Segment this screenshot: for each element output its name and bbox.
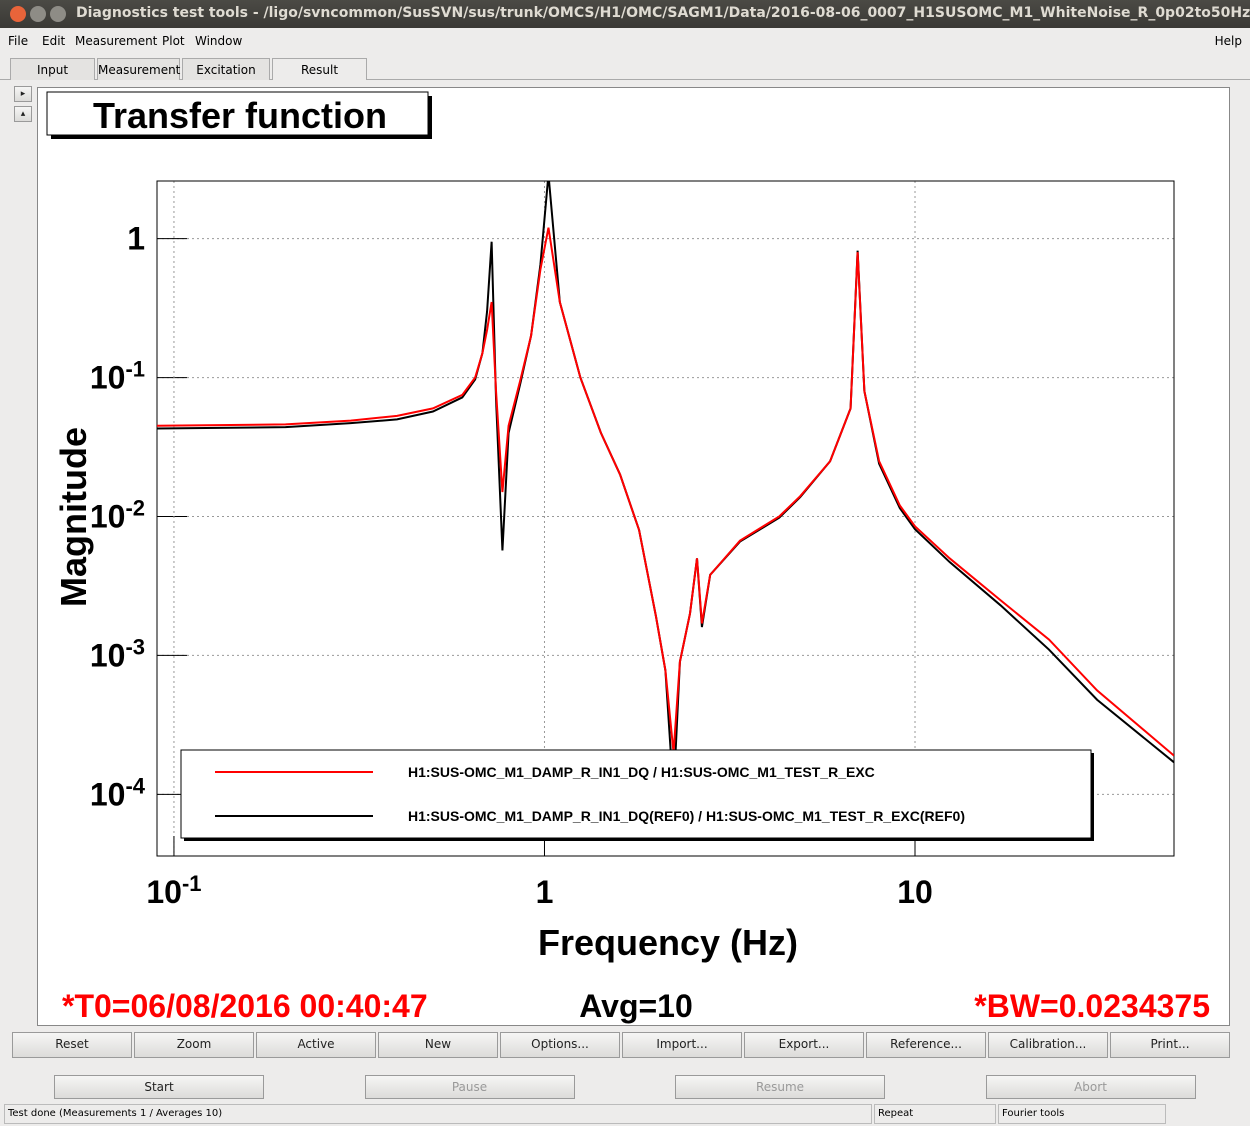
tab[interactable]: Excitation [182, 58, 270, 80]
button[interactable]: Options... [500, 1032, 620, 1058]
title-bar: Diagnostics test tools - /ligo/svncommon… [0, 0, 1250, 28]
button[interactable]: Import... [622, 1032, 742, 1058]
x-tick-label: 10 [897, 874, 933, 910]
y-tick-label: 1 [127, 221, 145, 257]
minimize-button[interactable] [30, 6, 46, 22]
menu-item[interactable]: Plot [162, 34, 185, 48]
tick-exponent: -3 [125, 634, 145, 659]
tick-exponent: -4 [125, 773, 145, 798]
x-axis-label: Frequency (Hz) [538, 922, 798, 963]
tick-base: 10 [90, 360, 126, 396]
button[interactable]: Resume [675, 1075, 885, 1099]
y-axis-label: Magnitude [53, 427, 94, 607]
button[interactable]: Reference... [866, 1032, 986, 1058]
y-tick-label: 10-4 [90, 773, 146, 812]
status-bar: Test done (Measurements 1 / Averages 10)… [0, 1104, 1250, 1124]
button[interactable]: Calibration... [988, 1032, 1108, 1058]
legend-label: H1:SUS-OMC_M1_DAMP_R_IN1_DQ / H1:SUS-OMC… [408, 764, 875, 780]
scroll-down[interactable]: ▴ [14, 106, 32, 122]
tab[interactable]: Result [272, 58, 367, 80]
bw-label: *BW=0.0234375 [974, 988, 1210, 1024]
menu-item[interactable]: Measurement [75, 34, 158, 48]
plot-title: Transfer function [93, 95, 387, 136]
button[interactable]: Zoom [134, 1032, 254, 1058]
button[interactable]: Active [256, 1032, 376, 1058]
button[interactable]: Export... [744, 1032, 864, 1058]
menu-item[interactable]: Edit [42, 34, 66, 48]
button[interactable]: Print... [1110, 1032, 1230, 1058]
button[interactable]: Start [54, 1075, 264, 1099]
tick-base: 10 [90, 499, 126, 535]
status-pane: Repeat [874, 1104, 996, 1124]
tab[interactable]: Input [10, 58, 95, 80]
x-tick-label: 10-1 [146, 871, 201, 910]
tick-exponent: -1 [182, 871, 202, 896]
tick-base: 10 [90, 776, 126, 812]
t0-label: *T0=06/08/2016 00:40:47 [62, 988, 428, 1024]
status-pane: Test done (Measurements 1 / Averages 10) [4, 1104, 872, 1124]
tab[interactable]: Measurement [97, 58, 180, 80]
button[interactable]: Abort [985, 1075, 1196, 1099]
button[interactable]: New [378, 1032, 498, 1058]
y-tick-label: 10-2 [90, 496, 145, 535]
tick-base: 10 [146, 874, 182, 910]
plot-frame [156, 180, 1175, 857]
window-title: Diagnostics test tools - /ligo/svncommon… [76, 5, 1250, 21]
y-tick-label: 10-3 [90, 634, 145, 673]
legend-label: H1:SUS-OMC_M1_DAMP_R_IN1_DQ(REF0) / H1:S… [408, 808, 965, 824]
menu-item[interactable]: Help [1214, 34, 1242, 48]
legend [180, 749, 1092, 839]
tick-exponent: -1 [125, 357, 145, 382]
title-box [46, 91, 429, 136]
status-pane: Fourier tools [998, 1104, 1166, 1124]
avg-label: Avg=10 [579, 988, 693, 1024]
plot-canvas [37, 87, 1230, 1026]
button[interactable]: Pause [364, 1075, 575, 1099]
series-line [157, 181, 1174, 795]
y-tick-label: 10-1 [90, 357, 145, 396]
run-row: Start Pause Resume Abort [0, 1074, 1250, 1100]
menu-bar: Help File Edit Measurement Plot Window [0, 30, 1250, 52]
tab-bar: Input Measurement Excitation Result [0, 56, 1250, 80]
tick-base: 10 [90, 637, 126, 673]
button-row: Reset Zoom Active New Options... Import... Exp… [0, 1032, 1250, 1060]
menu-item[interactable]: Window [195, 34, 243, 48]
button[interactable]: Reset [12, 1032, 132, 1058]
menu-item[interactable]: File [8, 34, 29, 48]
x-tick-label: 1 [536, 874, 554, 910]
tick-exponent: -2 [125, 496, 145, 521]
series-line [157, 227, 1174, 757]
scroll-up[interactable]: ▸ [14, 86, 32, 102]
close-button[interactable] [10, 6, 26, 22]
maximize-button[interactable] [50, 6, 66, 22]
